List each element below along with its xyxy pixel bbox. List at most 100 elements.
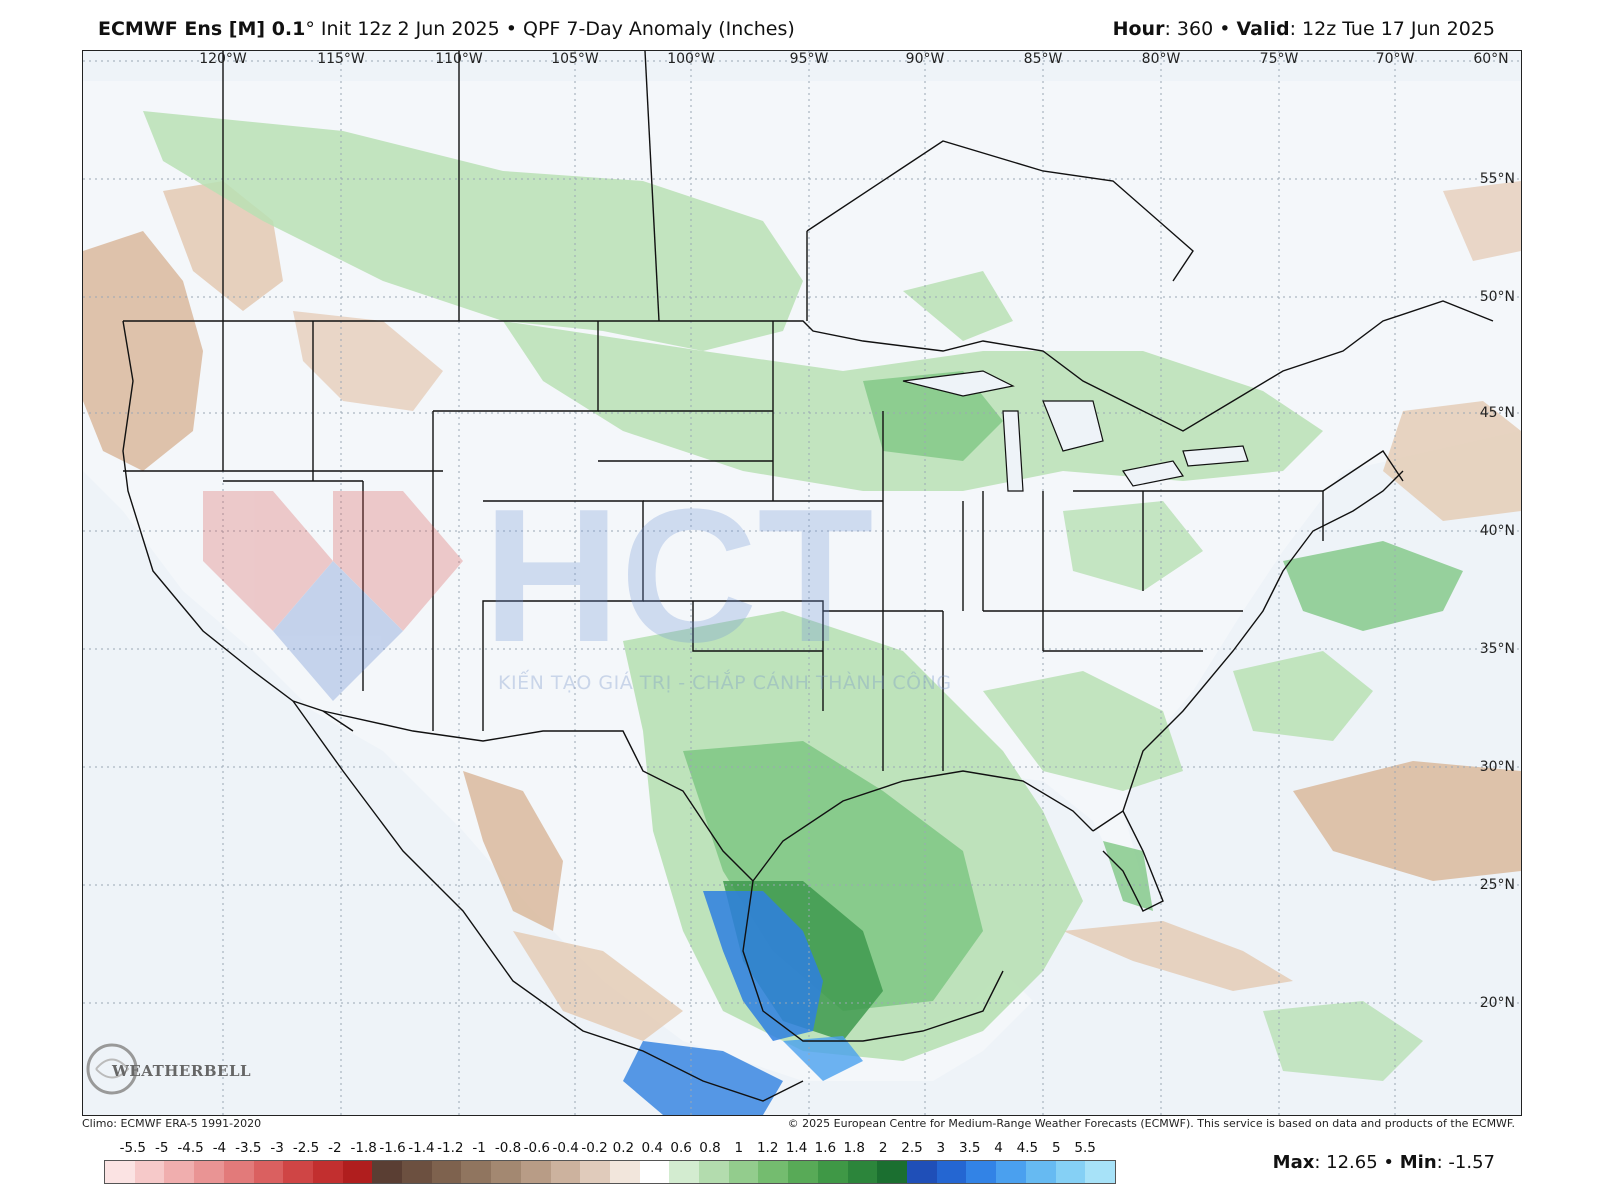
colorbar-swatch — [372, 1161, 403, 1183]
colorbar-tick-label: 4.5 — [1016, 1140, 1039, 1156]
colorbar-tick-label: 0.2 — [612, 1140, 635, 1156]
colorbar-swatch — [758, 1161, 789, 1183]
colorbar-tick-label: -5 — [154, 1140, 169, 1156]
colorbar-swatch — [105, 1161, 135, 1183]
lon-label-85w: 85°W — [1023, 51, 1063, 67]
colorbar-tick-label: 1 — [734, 1140, 744, 1156]
colorbar-swatch — [491, 1161, 521, 1183]
valid-label: Valid — [1236, 18, 1290, 40]
colorbar-tick-label: -2.5 — [292, 1140, 320, 1156]
map-title: ECMWF Ens [M] 0.1° Init 12z 2 Jun 2025 •… — [98, 18, 795, 40]
colorbar-tick-label: -3 — [270, 1140, 284, 1156]
hour-label: Hour — [1112, 18, 1165, 40]
lat-label-35n: 35°N — [1479, 641, 1515, 657]
colorbar-tick-label: -0.8 — [494, 1140, 522, 1156]
weatherbell-logo-text: WEATHERBELL — [112, 1062, 252, 1080]
colorbar-swatch — [669, 1161, 700, 1183]
lon-label-100w: 100°W — [667, 51, 715, 67]
colorbar-tick-label: 3.5 — [958, 1140, 981, 1156]
model-name: ECMWF Ens [M] 0.1 — [98, 18, 306, 40]
colorbar-tick-label: 1.2 — [756, 1140, 779, 1156]
colorbar-tick-label: 0.4 — [641, 1140, 664, 1156]
colorbar-tick-label: 1.8 — [843, 1140, 866, 1156]
great-lakes — [902, 370, 1249, 492]
climo-note: Climo: ECMWF ERA-5 1991-2020 — [82, 1117, 262, 1130]
lat-label-55n: 55°N — [1479, 171, 1515, 187]
colorbar-tick-label: 5.5 — [1074, 1140, 1096, 1156]
colorbar-swatch — [580, 1161, 610, 1183]
min-label: Min — [1399, 1152, 1437, 1173]
colorbar-tick-label: 2.5 — [901, 1140, 923, 1156]
colorbar-swatch — [996, 1161, 1026, 1183]
colorbar-swatch — [223, 1161, 254, 1183]
colorbar-swatch — [966, 1161, 997, 1183]
colorbar-swatch — [609, 1161, 640, 1183]
colorbar-swatch — [431, 1161, 462, 1183]
colorbar-tick-label: -0.2 — [581, 1140, 608, 1156]
colorbar-swatch — [699, 1161, 729, 1183]
colorbar-tick-label: -1.6 — [379, 1140, 406, 1156]
colorbar-swatch — [461, 1161, 492, 1183]
degree-symbol: ° — [305, 18, 315, 40]
colorbar-tick-label: -2 — [328, 1140, 342, 1156]
lon-label-80w: 80°W — [1141, 51, 1181, 67]
colorbar-swatch — [936, 1161, 967, 1183]
colorbar-tick-label: 2 — [878, 1140, 888, 1156]
colorbar-tick-label: -0.6 — [523, 1140, 551, 1156]
colorbar-tick-label: -4.5 — [177, 1140, 204, 1156]
lon-label-105w: 105°W — [551, 51, 599, 67]
colorbar-tick-label: 4 — [994, 1140, 1003, 1156]
valid-value: : 12z Tue 17 Jun 2025 — [1289, 18, 1495, 40]
colorbar-tick-label: -4 — [212, 1140, 227, 1156]
max-min-readout: Max: 12.65 • Min: -1.57 — [1273, 1152, 1495, 1173]
lat-label-50n: 50°N — [1479, 289, 1515, 305]
lon-label-95w: 95°W — [789, 51, 829, 67]
colorbar-tick-label: 5 — [1051, 1140, 1061, 1156]
colorbar-swatch — [342, 1161, 373, 1183]
colorbar-tick-labels: -5.5 -5 -4.5 -4 -3.5 -3 -2.5 -2 -1.8 -1.6 -1.4 -1.2… — [104, 1140, 1114, 1158]
colorbar-swatch — [194, 1161, 224, 1183]
colorbar-swatch — [788, 1161, 818, 1183]
svg-text:HCT: HCT — [483, 470, 873, 682]
colorbar-tick-label: -1.2 — [437, 1140, 464, 1156]
colorbar-swatch — [520, 1161, 551, 1183]
colorbar-swatch — [550, 1161, 581, 1183]
colorbar-swatch — [283, 1161, 313, 1183]
colorbar-swatch — [312, 1161, 343, 1183]
lon-label-90w: 90°W — [905, 51, 945, 67]
hct-watermark-tagline: KIẾN TẠO GIÁ TRỊ - CHẮP CÁNH THÀNH CÔNG — [498, 672, 952, 694]
colorbar-swatch — [817, 1161, 848, 1183]
colorbar-swatch — [402, 1161, 432, 1183]
lat-label-25n: 25°N — [1479, 877, 1515, 893]
copyright-note: © 2025 European Centre for Medium-Range … — [787, 1117, 1515, 1130]
lat-label-45n: 45°N — [1479, 405, 1515, 421]
colorbar-swatch — [164, 1161, 195, 1183]
max-value: : 12.65 • — [1314, 1152, 1400, 1173]
anomaly-map[interactable]: HCT 120°W 115°W 110°W 105°W 100°W 95°W 9… — [82, 50, 1522, 1116]
init-and-product: Init 12z 2 Jun 2025 • QPF 7-Day Anomaly … — [314, 18, 795, 40]
colorbar-tick-label: -0.4 — [552, 1140, 579, 1156]
valid-time: Hour: 360 • Valid: 12z Tue 17 Jun 2025 — [1113, 18, 1495, 40]
lat-label-60n: 60°N — [1473, 51, 1509, 67]
colorbar-tick-label: 0.6 — [670, 1140, 692, 1156]
colorbar-swatch — [1055, 1161, 1086, 1183]
colorbar-tick-label: -1 — [472, 1140, 486, 1156]
colorbar-swatch — [253, 1161, 284, 1183]
colorbar-swatch — [906, 1161, 937, 1183]
colorbar-tick-label: -5.5 — [119, 1140, 147, 1156]
min-value: : -1.57 — [1436, 1152, 1495, 1173]
lat-label-40n: 40°N — [1479, 523, 1515, 539]
colorbar-tick-label: -1.4 — [408, 1140, 435, 1156]
weatherbell-logo — [86, 1043, 138, 1095]
colorbar-swatch — [1025, 1161, 1056, 1183]
lon-label-75w: 75°W — [1259, 51, 1299, 67]
hour-value: : 360 • — [1164, 18, 1237, 40]
map-canvas: HCT — [83, 51, 1521, 1115]
political-boundaries — [122, 51, 1494, 1102]
colorbar-swatch — [1085, 1161, 1115, 1183]
colorbar-tick-label: 1.6 — [814, 1140, 837, 1156]
lon-label-70w: 70°W — [1375, 51, 1415, 67]
colorbar-swatch — [847, 1161, 878, 1183]
colorbar-tick-label: 3 — [936, 1140, 946, 1156]
colorbar-tick-label: -3.5 — [235, 1140, 262, 1156]
